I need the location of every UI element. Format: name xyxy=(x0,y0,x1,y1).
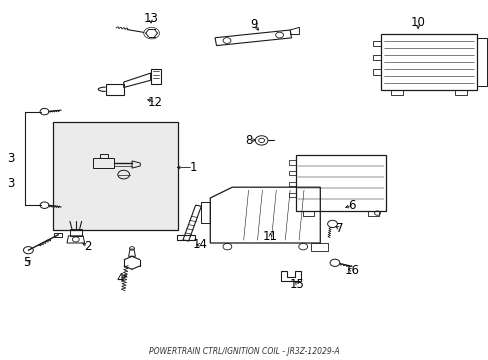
Bar xyxy=(367,211,378,216)
Bar xyxy=(454,90,466,95)
Text: 10: 10 xyxy=(410,16,425,29)
Text: 6: 6 xyxy=(347,199,355,212)
Bar xyxy=(288,160,295,165)
Text: 15: 15 xyxy=(289,278,304,291)
Bar xyxy=(201,202,210,223)
Bar xyxy=(303,211,313,216)
Text: 13: 13 xyxy=(143,12,158,25)
Text: 3: 3 xyxy=(7,152,15,165)
Bar xyxy=(390,90,403,95)
Text: 5: 5 xyxy=(23,256,31,269)
Text: 16: 16 xyxy=(344,264,359,276)
Bar xyxy=(53,122,178,230)
Text: 8: 8 xyxy=(245,134,253,147)
Text: 1: 1 xyxy=(189,161,197,174)
Bar xyxy=(372,69,381,75)
Bar xyxy=(372,41,381,46)
Text: 3: 3 xyxy=(7,177,15,190)
Text: 4: 4 xyxy=(116,273,123,285)
Text: 14: 14 xyxy=(193,238,207,251)
Bar xyxy=(295,155,386,211)
Text: 12: 12 xyxy=(148,96,163,109)
Bar xyxy=(476,38,486,86)
Text: 9: 9 xyxy=(250,18,258,31)
Bar xyxy=(381,34,476,90)
Text: POWERTRAIN CTRL/IGNITION COIL - JR3Z-12029-A: POWERTRAIN CTRL/IGNITION COIL - JR3Z-120… xyxy=(149,346,339,356)
Text: 2: 2 xyxy=(84,240,92,253)
Text: 7: 7 xyxy=(335,222,343,235)
Bar xyxy=(288,182,295,186)
Bar xyxy=(372,55,381,60)
Bar xyxy=(288,193,295,197)
Text: 11: 11 xyxy=(263,230,277,243)
Bar xyxy=(288,171,295,175)
